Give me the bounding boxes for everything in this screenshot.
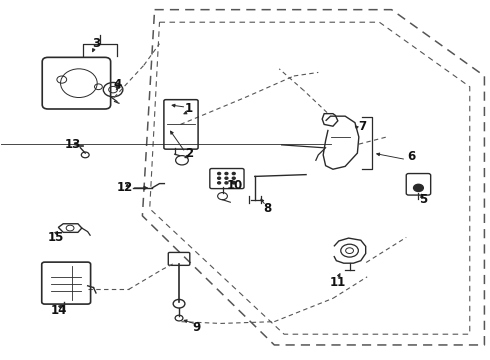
Text: 13: 13 (65, 138, 81, 150)
Circle shape (218, 182, 220, 184)
Text: 14: 14 (51, 305, 68, 318)
Circle shape (414, 184, 423, 192)
Circle shape (225, 172, 228, 175)
Text: 4: 4 (114, 78, 122, 91)
Circle shape (232, 172, 235, 175)
Text: 8: 8 (263, 202, 271, 215)
Circle shape (225, 177, 228, 179)
Text: 5: 5 (419, 193, 427, 206)
Text: 12: 12 (117, 181, 133, 194)
Text: 2: 2 (185, 147, 193, 159)
Text: 11: 11 (330, 276, 346, 289)
Circle shape (232, 177, 235, 179)
Circle shape (232, 182, 235, 184)
Circle shape (218, 177, 220, 179)
Text: 7: 7 (358, 120, 367, 133)
Text: 3: 3 (92, 37, 100, 50)
Text: 9: 9 (192, 320, 200, 333)
Text: 6: 6 (407, 150, 415, 163)
Circle shape (225, 182, 228, 184)
Text: 1: 1 (185, 102, 193, 115)
Text: 10: 10 (227, 179, 244, 192)
Circle shape (218, 172, 220, 175)
Text: 15: 15 (47, 231, 64, 244)
